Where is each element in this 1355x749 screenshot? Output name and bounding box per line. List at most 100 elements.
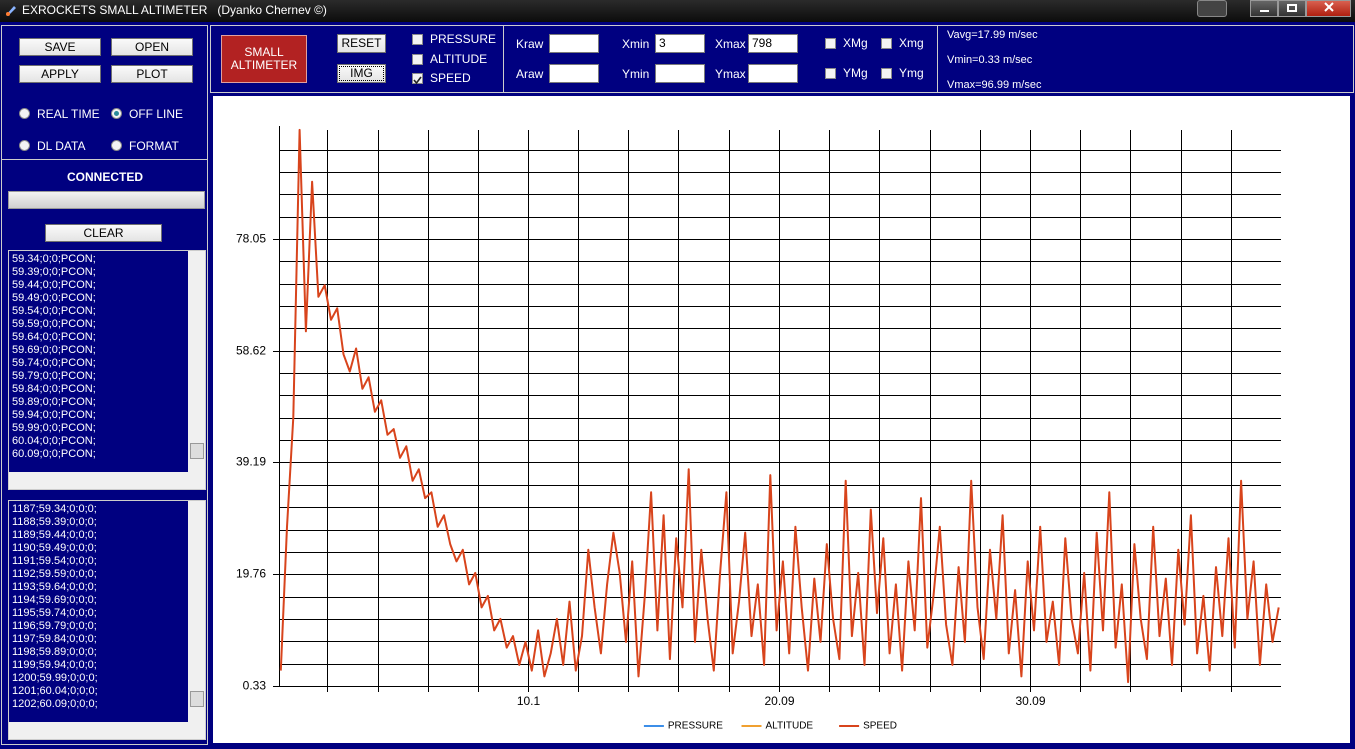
y-tick-label: 19.76 (236, 567, 266, 581)
scale-checkbox[interactable] (881, 68, 892, 79)
scroll-thumb[interactable] (190, 443, 204, 459)
ymin-input[interactable] (655, 64, 705, 83)
legend-label: SPEED (863, 721, 897, 732)
series-checkbox[interactable] (412, 73, 423, 85)
scale-checkbox-label: YMg (843, 66, 868, 80)
log-item: 59.89;0;0;PCON; (12, 396, 96, 408)
radio-label: FORMAT (129, 139, 179, 153)
x-tick-label: 20.09 (764, 694, 794, 708)
scale-checkbox-label: XMg (843, 36, 868, 50)
legend-label: ALTITUDE (766, 721, 814, 732)
log-item: 1202;60.09;0;0;0; (12, 698, 98, 710)
log-items: 1187;59.34;0;0;0; 1188;59.39;0;0;0; 1189;5… (9, 503, 98, 711)
data-line (279, 128, 1280, 684)
save-button[interactable]: SAVE (19, 38, 101, 56)
radio-button[interactable] (111, 140, 122, 151)
vertical-scrollbar[interactable] (188, 251, 205, 474)
clear-button[interactable]: CLEAR (45, 224, 162, 242)
check-mark (413, 76, 422, 85)
ymax-input[interactable] (748, 64, 798, 83)
xmax-input[interactable]: 798 (748, 34, 798, 53)
scale-checkbox[interactable] (881, 38, 892, 49)
log-item: 1201;60.04;0;0;0; (12, 685, 98, 697)
separator (503, 25, 504, 93)
separator (937, 25, 938, 93)
raw-log-list[interactable]: 59.34;0;0;PCON; 59.39;0;0;PCON; 59.44;0;0;… (8, 250, 206, 490)
radio-button[interactable] (111, 108, 122, 119)
log-item: 59.49;0;0;PCON; (12, 292, 96, 304)
log-item: 1189;59.44;0;0;0; (12, 529, 97, 541)
log-item: 1190;59.49;0;0;0; (12, 542, 97, 554)
y-tick-label: 58.62 (236, 344, 266, 358)
x-tick-label: 30.09 (1015, 694, 1045, 708)
log-item: 59.44;0;0;PCON; (12, 279, 96, 291)
open-button[interactable]: OPEN (111, 38, 193, 56)
log-item: 59.59;0;0;PCON; (12, 318, 96, 330)
log-item: 59.64;0;0;PCON; (12, 331, 96, 343)
xmin-label: Xmin (622, 37, 650, 51)
log-item: 59.69;0;0;PCON; (12, 344, 96, 356)
restore-down-alt[interactable] (1197, 0, 1227, 17)
stat-line: Vmax=96.99 m/sec (947, 79, 1042, 91)
log-item: 59.74;0;0;PCON; (12, 357, 96, 369)
scroll-thumb[interactable] (190, 691, 204, 707)
y-tick-label: 78.05 (236, 232, 266, 246)
log-item: 1191;59.54;0;0;0; (12, 555, 97, 567)
kraw-label: Kraw (516, 37, 544, 51)
minimize-button[interactable] (1250, 0, 1278, 17)
horizontal-scrollbar[interactable] (9, 722, 205, 739)
log-item: 1187;59.34;0;0;0; (12, 503, 97, 515)
reset-button[interactable]: RESET (337, 34, 386, 53)
ymin-label: Ymin (622, 67, 650, 81)
app-icon (6, 6, 16, 16)
radio-dot (114, 111, 119, 116)
chart: 0.33 19.76 39.19 58.62 78.05 10.1 20.09 30.09 PR… (213, 96, 1350, 743)
scale-checkbox[interactable] (825, 38, 836, 49)
log-item: 1197;59.84;0;0;0; (12, 633, 97, 645)
araw-input[interactable] (549, 64, 599, 83)
plot-button[interactable]: PLOT (111, 65, 193, 83)
stat-line: Vmin=0.33 m/sec (947, 54, 1033, 66)
toolbar (210, 25, 1354, 93)
y-tick-label: 39.19 (236, 455, 266, 469)
xmin-input[interactable]: 3 (655, 34, 705, 53)
scale-checkbox[interactable] (825, 68, 836, 79)
radio-button[interactable] (19, 108, 30, 119)
radio-button[interactable] (19, 140, 30, 151)
series-checkbox-label: SPEED (430, 71, 471, 85)
radio-label: OFF LINE (129, 107, 184, 121)
title-bar: EXROCKETS SMALL ALTIMETER (Dyanko Cherne… (0, 0, 1355, 22)
log-item: 1195;59.74;0;0;0; (12, 607, 97, 619)
log-item: 1193;59.64;0;0;0; (12, 581, 97, 593)
log-item: 1198;59.89;0;0;0; (12, 646, 97, 658)
maximize-button[interactable] (1278, 0, 1306, 17)
kraw-input[interactable] (549, 34, 599, 53)
connection-status: CONNECTED (66, 170, 143, 184)
parsed-log-list[interactable]: 1187;59.34;0;0;0; 1188;59.39;0;0;0; 1189;5… (8, 500, 206, 740)
log-item: 59.39;0;0;PCON; (12, 266, 96, 278)
log-item: 59.79;0;0;PCON; (12, 370, 96, 382)
series-checkbox[interactable] (412, 34, 423, 45)
close-button[interactable] (1306, 0, 1351, 17)
series-checkbox[interactable] (412, 53, 423, 65)
img-button[interactable]: IMG (337, 64, 386, 83)
scale-checkbox-label: Xmg (899, 36, 924, 50)
log-item: 1200;59.99;0;0;0; (12, 672, 98, 684)
radio-label: REAL TIME (37, 107, 100, 121)
log-item: 59.94;0;0;PCON; (12, 409, 96, 421)
vertical-scrollbar[interactable] (188, 501, 205, 724)
horizontal-scrollbar[interactable] (9, 472, 205, 489)
scale-checkbox-label: Ymg (899, 66, 924, 80)
left-panel (1, 25, 208, 745)
log-item: 1199;59.94;0;0;0; (12, 659, 97, 671)
log-item: 1194;59.69;0;0;0; (12, 594, 97, 606)
log-item: 59.54;0;0;PCON; (12, 305, 96, 317)
small-altimeter-button[interactable]: SMALL ALTIMETER (221, 35, 307, 83)
separator (1, 159, 208, 160)
log-item: 1188;59.39;0;0;0; (12, 516, 97, 528)
apply-button[interactable]: APPLY (19, 65, 101, 83)
legend-label: PRESSURE (668, 721, 723, 732)
log-item: 1192;59.59;0;0;0; (12, 568, 97, 580)
log-item: 59.34;0;0;PCON; (12, 253, 96, 265)
